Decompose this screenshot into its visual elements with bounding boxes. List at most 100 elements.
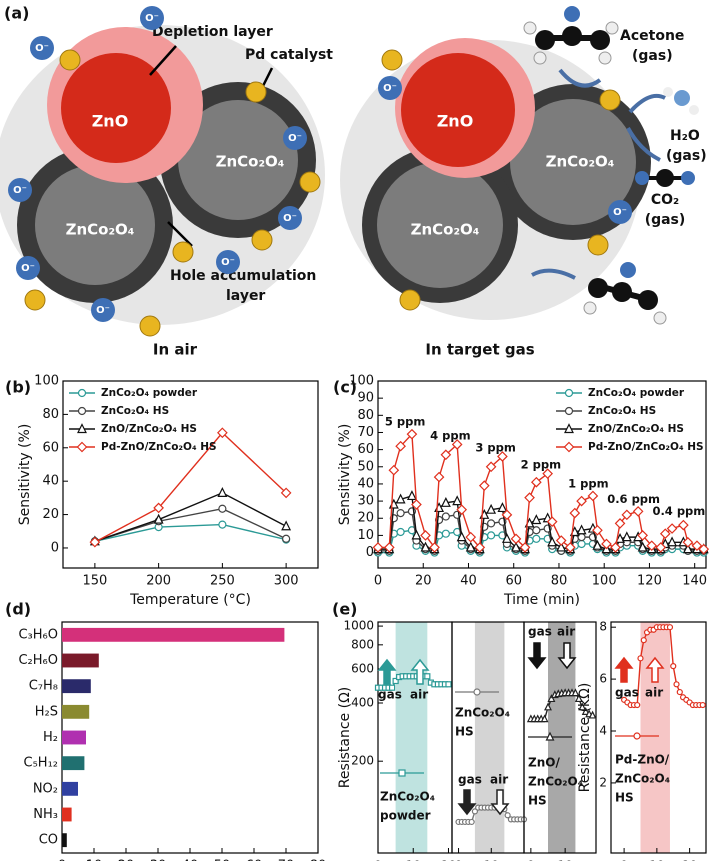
y-tick-label: 80 [42, 407, 59, 422]
y-tick-label: 40 [42, 474, 59, 489]
x-axis-title: Time (min) [503, 592, 580, 608]
molecule-label: CO₂ [651, 192, 679, 208]
y-tick-label: 600 [351, 661, 374, 675]
marker [77, 388, 87, 398]
schematic: (a) ZnO ZnCo₂O₄ ZnCo₂O₄ Depletion layer … [0, 4, 707, 359]
x-tick-label: 60 [505, 574, 522, 589]
annotation: 2 ppm [521, 458, 561, 472]
marker [372, 542, 384, 553]
marker [569, 507, 581, 519]
series-line [94, 507, 287, 542]
scene-caption: In air [153, 341, 198, 359]
annotation: gas [378, 688, 402, 702]
marker [564, 542, 576, 553]
pd-particles [24, 49, 321, 337]
zno-label: ZnO [92, 112, 129, 131]
marker [637, 655, 644, 662]
series-line [94, 523, 287, 542]
ion-label: O⁻ [96, 305, 110, 316]
y-tick-label: 4 [599, 724, 607, 738]
marker [601, 538, 612, 550]
marker [621, 531, 632, 542]
zno-label: ZnO [437, 112, 474, 131]
category-label: H₂ [43, 730, 58, 745]
particle-core [510, 99, 636, 225]
particle-core [377, 162, 503, 288]
marker [388, 684, 396, 691]
plot-frame [62, 380, 319, 569]
series-label: HS [455, 725, 474, 739]
ion-label: O⁻ [221, 257, 235, 268]
marker [474, 542, 486, 553]
series-label: Pd-ZnO/ [615, 753, 670, 767]
bar [62, 653, 99, 668]
molecule-label: (gas) [632, 48, 673, 64]
marker [451, 439, 463, 450]
marker [531, 514, 542, 525]
y-axis-title: Resistance (kΩ) [577, 683, 593, 793]
pd-label: Pd catalyst [245, 47, 333, 63]
marker [468, 818, 475, 826]
marker [682, 536, 694, 548]
molecule-label: (gas) [666, 148, 707, 164]
marker [633, 732, 641, 740]
marker [465, 531, 477, 543]
depletion-label: Depletion layer [152, 24, 273, 40]
znco2o4-label: ZnCo₂O₄ [411, 221, 480, 239]
marker [487, 519, 496, 528]
x-tick-label: 10 [484, 859, 499, 861]
marker [614, 518, 626, 529]
category-label: NH₃ [33, 807, 58, 822]
marker [398, 769, 406, 777]
marker [670, 663, 677, 670]
marker [217, 487, 228, 497]
bar [62, 833, 67, 848]
marker [678, 519, 689, 531]
marker [280, 487, 292, 499]
ion-label: O⁻ [35, 43, 49, 54]
marker [587, 490, 599, 502]
marker [555, 535, 567, 546]
panel-label: (a) [4, 4, 29, 23]
hole-label: layer [226, 288, 265, 304]
marker [556, 541, 567, 552]
marker [420, 541, 431, 552]
x-tick-label: 30 [150, 859, 167, 861]
y-tick-label: 400 [351, 696, 374, 710]
marker [441, 512, 450, 521]
marker [676, 688, 683, 696]
znco2o4-label: ZnCo₂O₄ [546, 153, 615, 171]
arrow [410, 658, 430, 685]
series-line [94, 431, 287, 543]
co2-molecule [635, 169, 695, 187]
y-tick-label: 20 [42, 507, 59, 522]
marker [452, 495, 463, 506]
ion-label: O⁻ [283, 213, 297, 224]
series-label: ZnCo₂O₄ [455, 706, 510, 720]
annotation: 0.6 ppm [607, 492, 660, 506]
znco2o4-label: ZnCo₂O₄ [66, 221, 135, 239]
x-tick-label: 20 [441, 859, 456, 861]
category-label: C₇H₈ [29, 679, 58, 694]
marker [153, 513, 164, 524]
ion-label: O⁻ [145, 13, 159, 24]
category-label: H₂S [35, 704, 58, 719]
marker [542, 468, 554, 479]
ion-label: O⁻ [613, 207, 627, 218]
series-label: HS [528, 794, 547, 808]
marker [698, 543, 709, 555]
y-tick-label: 30 [357, 494, 374, 509]
marker [576, 524, 587, 535]
marker [456, 504, 468, 516]
ion-label: O⁻ [383, 83, 397, 94]
marker [76, 441, 88, 453]
molecule-label: Acetone [620, 28, 684, 44]
x-tick-label: 0 [374, 859, 382, 861]
marker [473, 688, 481, 696]
arrow [457, 789, 477, 816]
annotation: 3 ppm [475, 440, 515, 454]
y-tick-label: 100 [34, 374, 59, 389]
marker [411, 499, 422, 510]
marker [217, 427, 228, 439]
